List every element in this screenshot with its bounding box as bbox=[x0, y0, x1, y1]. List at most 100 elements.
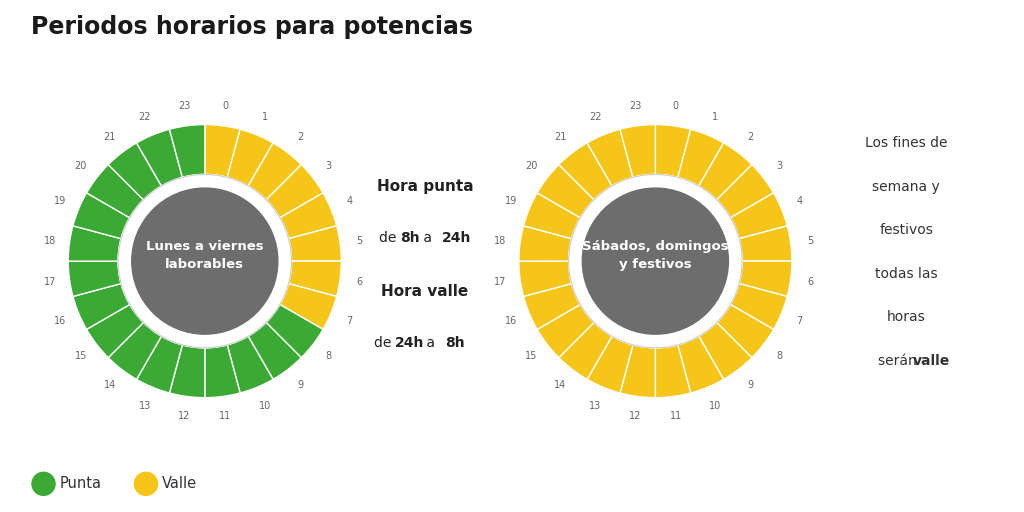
Wedge shape bbox=[169, 124, 205, 177]
Circle shape bbox=[568, 175, 742, 348]
Wedge shape bbox=[69, 261, 121, 296]
Text: 1: 1 bbox=[712, 112, 718, 122]
Wedge shape bbox=[248, 143, 301, 200]
Wedge shape bbox=[559, 143, 612, 200]
Wedge shape bbox=[227, 129, 273, 186]
Text: 13: 13 bbox=[590, 400, 602, 411]
Text: 22: 22 bbox=[589, 112, 602, 122]
Wedge shape bbox=[620, 345, 655, 398]
Text: 3: 3 bbox=[326, 161, 332, 171]
Wedge shape bbox=[717, 305, 773, 358]
Text: 16: 16 bbox=[505, 316, 517, 326]
Wedge shape bbox=[73, 193, 130, 239]
Wedge shape bbox=[730, 284, 787, 329]
Text: 0: 0 bbox=[222, 101, 228, 111]
Wedge shape bbox=[109, 323, 162, 379]
Text: 6: 6 bbox=[356, 276, 362, 287]
Wedge shape bbox=[73, 284, 130, 329]
Wedge shape bbox=[289, 226, 341, 261]
Wedge shape bbox=[136, 336, 182, 393]
Text: 15: 15 bbox=[525, 351, 538, 361]
Wedge shape bbox=[289, 261, 341, 296]
Text: 22: 22 bbox=[138, 112, 152, 122]
Wedge shape bbox=[717, 164, 773, 218]
Text: 19: 19 bbox=[505, 196, 517, 206]
Text: 14: 14 bbox=[554, 380, 566, 390]
Text: 5: 5 bbox=[807, 236, 813, 246]
Text: 17: 17 bbox=[44, 276, 56, 287]
Text: 19: 19 bbox=[54, 196, 67, 206]
Text: 17: 17 bbox=[495, 276, 507, 287]
Text: 18: 18 bbox=[44, 236, 56, 246]
Wedge shape bbox=[136, 129, 182, 186]
Text: a: a bbox=[419, 231, 436, 245]
Text: 20: 20 bbox=[525, 161, 538, 171]
Wedge shape bbox=[69, 226, 121, 261]
Wedge shape bbox=[266, 164, 323, 218]
Wedge shape bbox=[205, 345, 241, 398]
Wedge shape bbox=[559, 323, 612, 379]
Wedge shape bbox=[519, 261, 571, 296]
Text: todas las: todas las bbox=[874, 267, 938, 281]
Wedge shape bbox=[87, 164, 143, 218]
Text: 1: 1 bbox=[261, 112, 267, 122]
Text: 16: 16 bbox=[54, 316, 67, 326]
Text: 10: 10 bbox=[258, 400, 270, 411]
Text: Punta: Punta bbox=[59, 476, 101, 492]
Text: Valle: Valle bbox=[162, 476, 197, 492]
Text: 7: 7 bbox=[797, 316, 803, 326]
Wedge shape bbox=[678, 129, 724, 186]
Wedge shape bbox=[698, 323, 752, 379]
Text: 4: 4 bbox=[797, 196, 803, 206]
Text: horas: horas bbox=[887, 310, 926, 325]
Circle shape bbox=[583, 188, 728, 334]
Text: 8: 8 bbox=[326, 351, 332, 361]
Text: 18: 18 bbox=[495, 236, 507, 246]
Text: Hora punta: Hora punta bbox=[377, 179, 473, 195]
Wedge shape bbox=[523, 193, 581, 239]
Wedge shape bbox=[587, 336, 633, 393]
Text: 2: 2 bbox=[297, 132, 303, 142]
Wedge shape bbox=[87, 305, 143, 358]
Wedge shape bbox=[678, 336, 724, 393]
Text: 21: 21 bbox=[554, 132, 566, 142]
Text: 14: 14 bbox=[103, 380, 116, 390]
Text: 8h: 8h bbox=[445, 336, 465, 350]
Text: 24h: 24h bbox=[395, 336, 425, 350]
Text: 24h: 24h bbox=[442, 231, 472, 245]
Text: 20: 20 bbox=[75, 161, 87, 171]
Wedge shape bbox=[109, 143, 162, 200]
Text: 7: 7 bbox=[346, 316, 352, 326]
Wedge shape bbox=[280, 284, 337, 329]
Wedge shape bbox=[698, 143, 752, 200]
Wedge shape bbox=[248, 323, 301, 379]
Wedge shape bbox=[519, 226, 571, 261]
Text: 23: 23 bbox=[178, 101, 190, 111]
Circle shape bbox=[132, 188, 278, 334]
Text: Periodos horarios para potencias: Periodos horarios para potencias bbox=[31, 15, 473, 39]
Text: 9: 9 bbox=[297, 380, 303, 390]
Text: a: a bbox=[422, 336, 439, 350]
Text: 9: 9 bbox=[748, 380, 754, 390]
Text: 8: 8 bbox=[776, 351, 782, 361]
Wedge shape bbox=[538, 305, 594, 358]
Text: 4: 4 bbox=[346, 196, 352, 206]
Text: Lunes a viernes
laborables: Lunes a viernes laborables bbox=[146, 240, 263, 271]
Text: de: de bbox=[379, 231, 400, 245]
Wedge shape bbox=[620, 124, 655, 177]
Wedge shape bbox=[227, 336, 273, 393]
Text: valle: valle bbox=[912, 354, 949, 368]
Circle shape bbox=[134, 472, 158, 496]
Text: 8h: 8h bbox=[400, 231, 420, 245]
Text: 23: 23 bbox=[629, 101, 641, 111]
Text: Los fines de: Los fines de bbox=[865, 136, 947, 151]
Text: festivos: festivos bbox=[880, 223, 933, 238]
Wedge shape bbox=[739, 226, 792, 261]
Wedge shape bbox=[280, 193, 337, 239]
Text: 3: 3 bbox=[776, 161, 782, 171]
Text: 12: 12 bbox=[629, 411, 641, 421]
Text: 10: 10 bbox=[709, 400, 721, 411]
Wedge shape bbox=[169, 345, 205, 398]
Wedge shape bbox=[523, 284, 581, 329]
Text: de: de bbox=[374, 336, 395, 350]
